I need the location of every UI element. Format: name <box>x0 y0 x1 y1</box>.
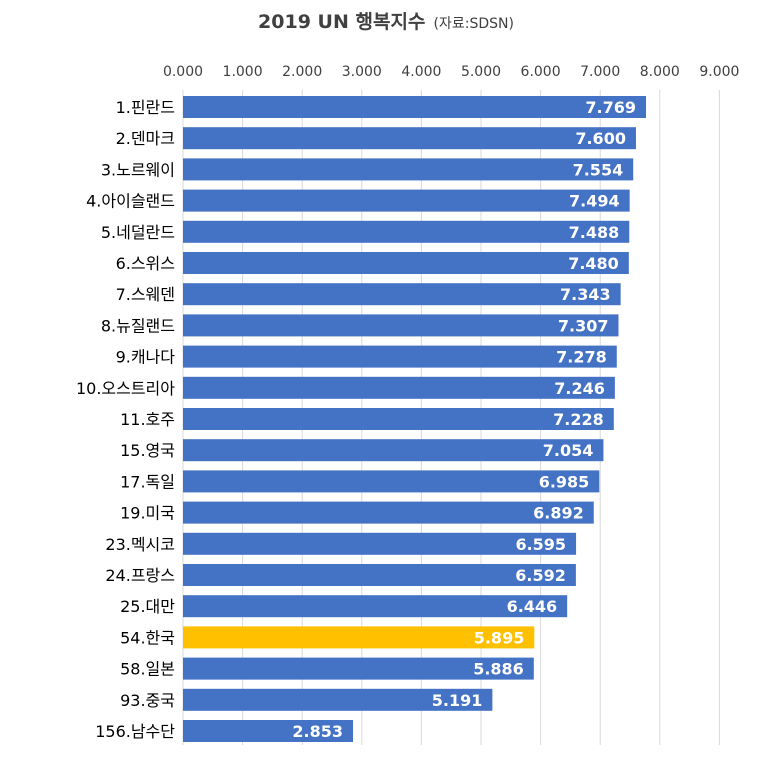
x-tick-label: 5.000 <box>461 64 501 80</box>
bar <box>183 96 647 118</box>
bar <box>183 158 634 181</box>
bar-value-label: 5.886 <box>473 660 524 679</box>
x-tick-label: 0.000 <box>163 64 203 80</box>
x-tick-label: 7.000 <box>580 64 620 80</box>
chart-title-source: (자료:SDSN) <box>434 16 514 32</box>
bar-value-label: 7.054 <box>543 441 594 460</box>
category-label: 2.덴마크 <box>116 129 175 148</box>
bar <box>183 688 493 711</box>
bar-value-label: 7.278 <box>556 348 607 367</box>
category-label: 58.일본 <box>120 660 175 679</box>
bar <box>183 439 604 462</box>
category-label: 17.독일 <box>120 472 175 491</box>
bar <box>183 314 619 337</box>
bar <box>183 283 621 306</box>
category-label: 156.남수단 <box>95 722 175 741</box>
bar <box>183 657 534 680</box>
x-tick-label: 4.000 <box>401 64 441 80</box>
bar-value-label: 6.446 <box>507 597 558 616</box>
category-label: 11.호주 <box>120 410 175 429</box>
bar <box>183 595 568 618</box>
bar-value-label: 7.246 <box>554 379 605 398</box>
bar-value-label: 7.307 <box>558 316 609 335</box>
chart-title-main: 2019 UN 행복지수 <box>258 11 425 33</box>
x-tick-label: 3.000 <box>342 64 382 80</box>
bar <box>183 127 636 150</box>
category-label: 1.핀란드 <box>116 98 175 117</box>
bar <box>183 408 614 430</box>
bar <box>183 220 630 243</box>
bars: 7.769 7.600 7.554 7.494 7.488 7.480 7.343 7.307… <box>183 96 647 742</box>
bar-value-label: 7.228 <box>553 410 604 429</box>
category-label: 7.스웨덴 <box>116 285 175 304</box>
bar-value-label: 7.554 <box>573 160 624 179</box>
bar <box>183 626 535 649</box>
bar <box>183 376 615 399</box>
chart-title: 2019 UN 행복지수 (자료:SDSN) <box>258 11 514 33</box>
x-tick-label: 8.000 <box>640 64 680 80</box>
bar-value-label: 7.480 <box>568 254 619 273</box>
category-label: 4.아이슬랜드 <box>86 192 175 211</box>
bar-value-label: 6.595 <box>515 535 566 554</box>
category-label: 54.한국 <box>120 628 175 647</box>
x-tick-label: 6.000 <box>521 64 561 80</box>
category-label: 10.오스트리아 <box>76 379 175 398</box>
bar-value-label: 7.600 <box>575 129 626 148</box>
bar <box>183 501 594 524</box>
x-tick-label: 2.000 <box>282 64 322 80</box>
category-label: 93.중국 <box>120 691 175 710</box>
category-labels: 1.핀란드 2.덴마크 3.노르웨이 4.아이슬랜드 5.네덜란드 6.스위스 7.스웨덴 8… <box>76 98 175 741</box>
bar-value-label: 6.892 <box>533 504 584 523</box>
bar <box>183 532 577 555</box>
bar-value-label: 7.343 <box>560 285 611 304</box>
category-label: 5.네덜란드 <box>101 223 175 242</box>
bar <box>183 564 576 586</box>
category-label: 3.노르웨이 <box>101 160 175 179</box>
category-label: 24.프랑스 <box>105 566 175 585</box>
bar <box>183 189 630 212</box>
bar-value-label: 7.769 <box>585 98 636 117</box>
category-label: 19.미국 <box>120 504 175 523</box>
bar <box>183 720 354 742</box>
bar-value-label: 6.985 <box>539 472 590 491</box>
category-label: 6.스위스 <box>116 254 175 273</box>
bar <box>183 252 629 274</box>
bar-value-label: 6.592 <box>515 566 566 585</box>
category-label: 23.멕시코 <box>105 535 175 554</box>
category-label: 15.영국 <box>120 441 175 460</box>
x-axis-ticks: 0.000 1.000 2.000 3.000 4.000 5.000 6.000 7.000… <box>163 64 739 80</box>
category-label: 8.뉴질랜드 <box>101 316 175 335</box>
category-label: 25.대만 <box>120 597 175 616</box>
x-tick-label: 9.000 <box>699 64 739 80</box>
bar <box>183 345 617 368</box>
bar-value-label: 7.488 <box>569 223 620 242</box>
bar-value-label: 5.191 <box>432 691 483 710</box>
x-tick-label: 1.000 <box>223 64 263 80</box>
category-label: 9.캐나다 <box>116 348 176 367</box>
bar-value-label: 2.853 <box>292 722 343 741</box>
bar <box>183 470 600 493</box>
bar-value-label: 7.494 <box>569 192 620 211</box>
bar-value-label: 5.895 <box>474 628 525 647</box>
